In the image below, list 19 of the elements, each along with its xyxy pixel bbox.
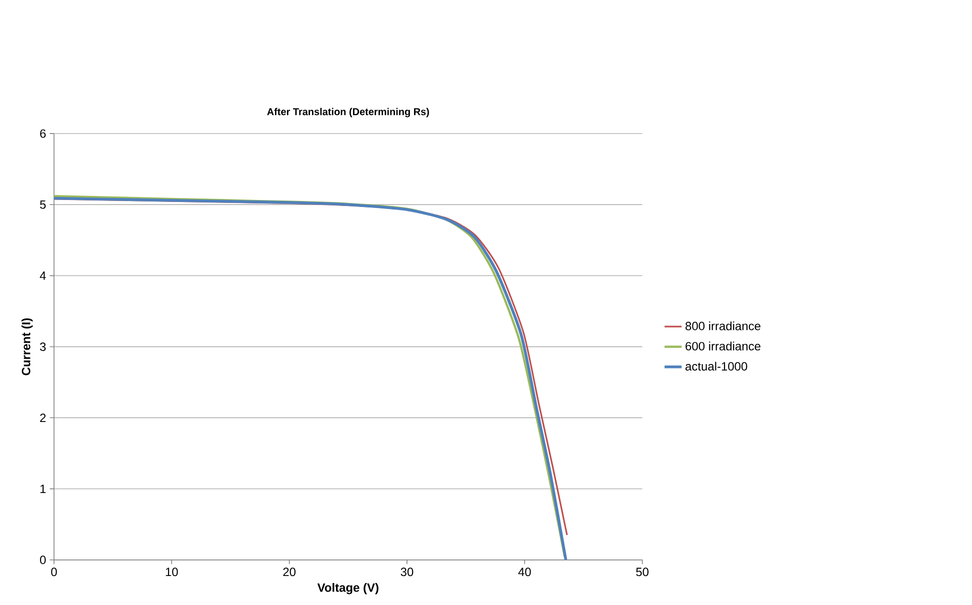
legend-label: actual-1000: [686, 362, 748, 370]
y-tick-label: 3: [40, 342, 46, 351]
x-tick-label: 0: [51, 568, 57, 576]
chart-title: After Translation (Determining Rs): [267, 108, 429, 118]
legend-label: 800 irradiance: [686, 321, 760, 330]
x-tick-label: 20: [283, 568, 296, 576]
y-tick-label: 6: [40, 129, 46, 138]
y-tick-label: 0: [40, 555, 46, 564]
x-tick-label: 30: [400, 568, 414, 576]
x-tick-label: 50: [636, 568, 649, 576]
y-tick-label: 4: [40, 271, 46, 280]
x-axis-title: Voltage (V): [317, 582, 378, 594]
x-tick-label: 40: [518, 568, 531, 576]
x-tick-label: 10: [166, 568, 178, 576]
y-tick-label: 2: [40, 413, 46, 422]
y-tick-label: 1: [40, 484, 46, 493]
legend-label: 600 irradiance: [686, 341, 760, 350]
y-tick-label: 5: [40, 200, 46, 209]
y-axis-title: Current (I): [22, 318, 33, 376]
